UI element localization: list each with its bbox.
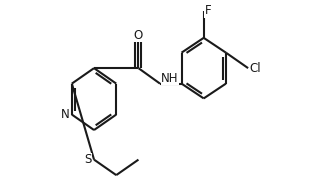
Text: S: S xyxy=(84,153,91,166)
Text: Cl: Cl xyxy=(249,62,261,75)
Text: O: O xyxy=(134,29,143,42)
Text: NH: NH xyxy=(161,72,179,85)
Text: N: N xyxy=(60,108,69,121)
Text: F: F xyxy=(205,4,212,17)
